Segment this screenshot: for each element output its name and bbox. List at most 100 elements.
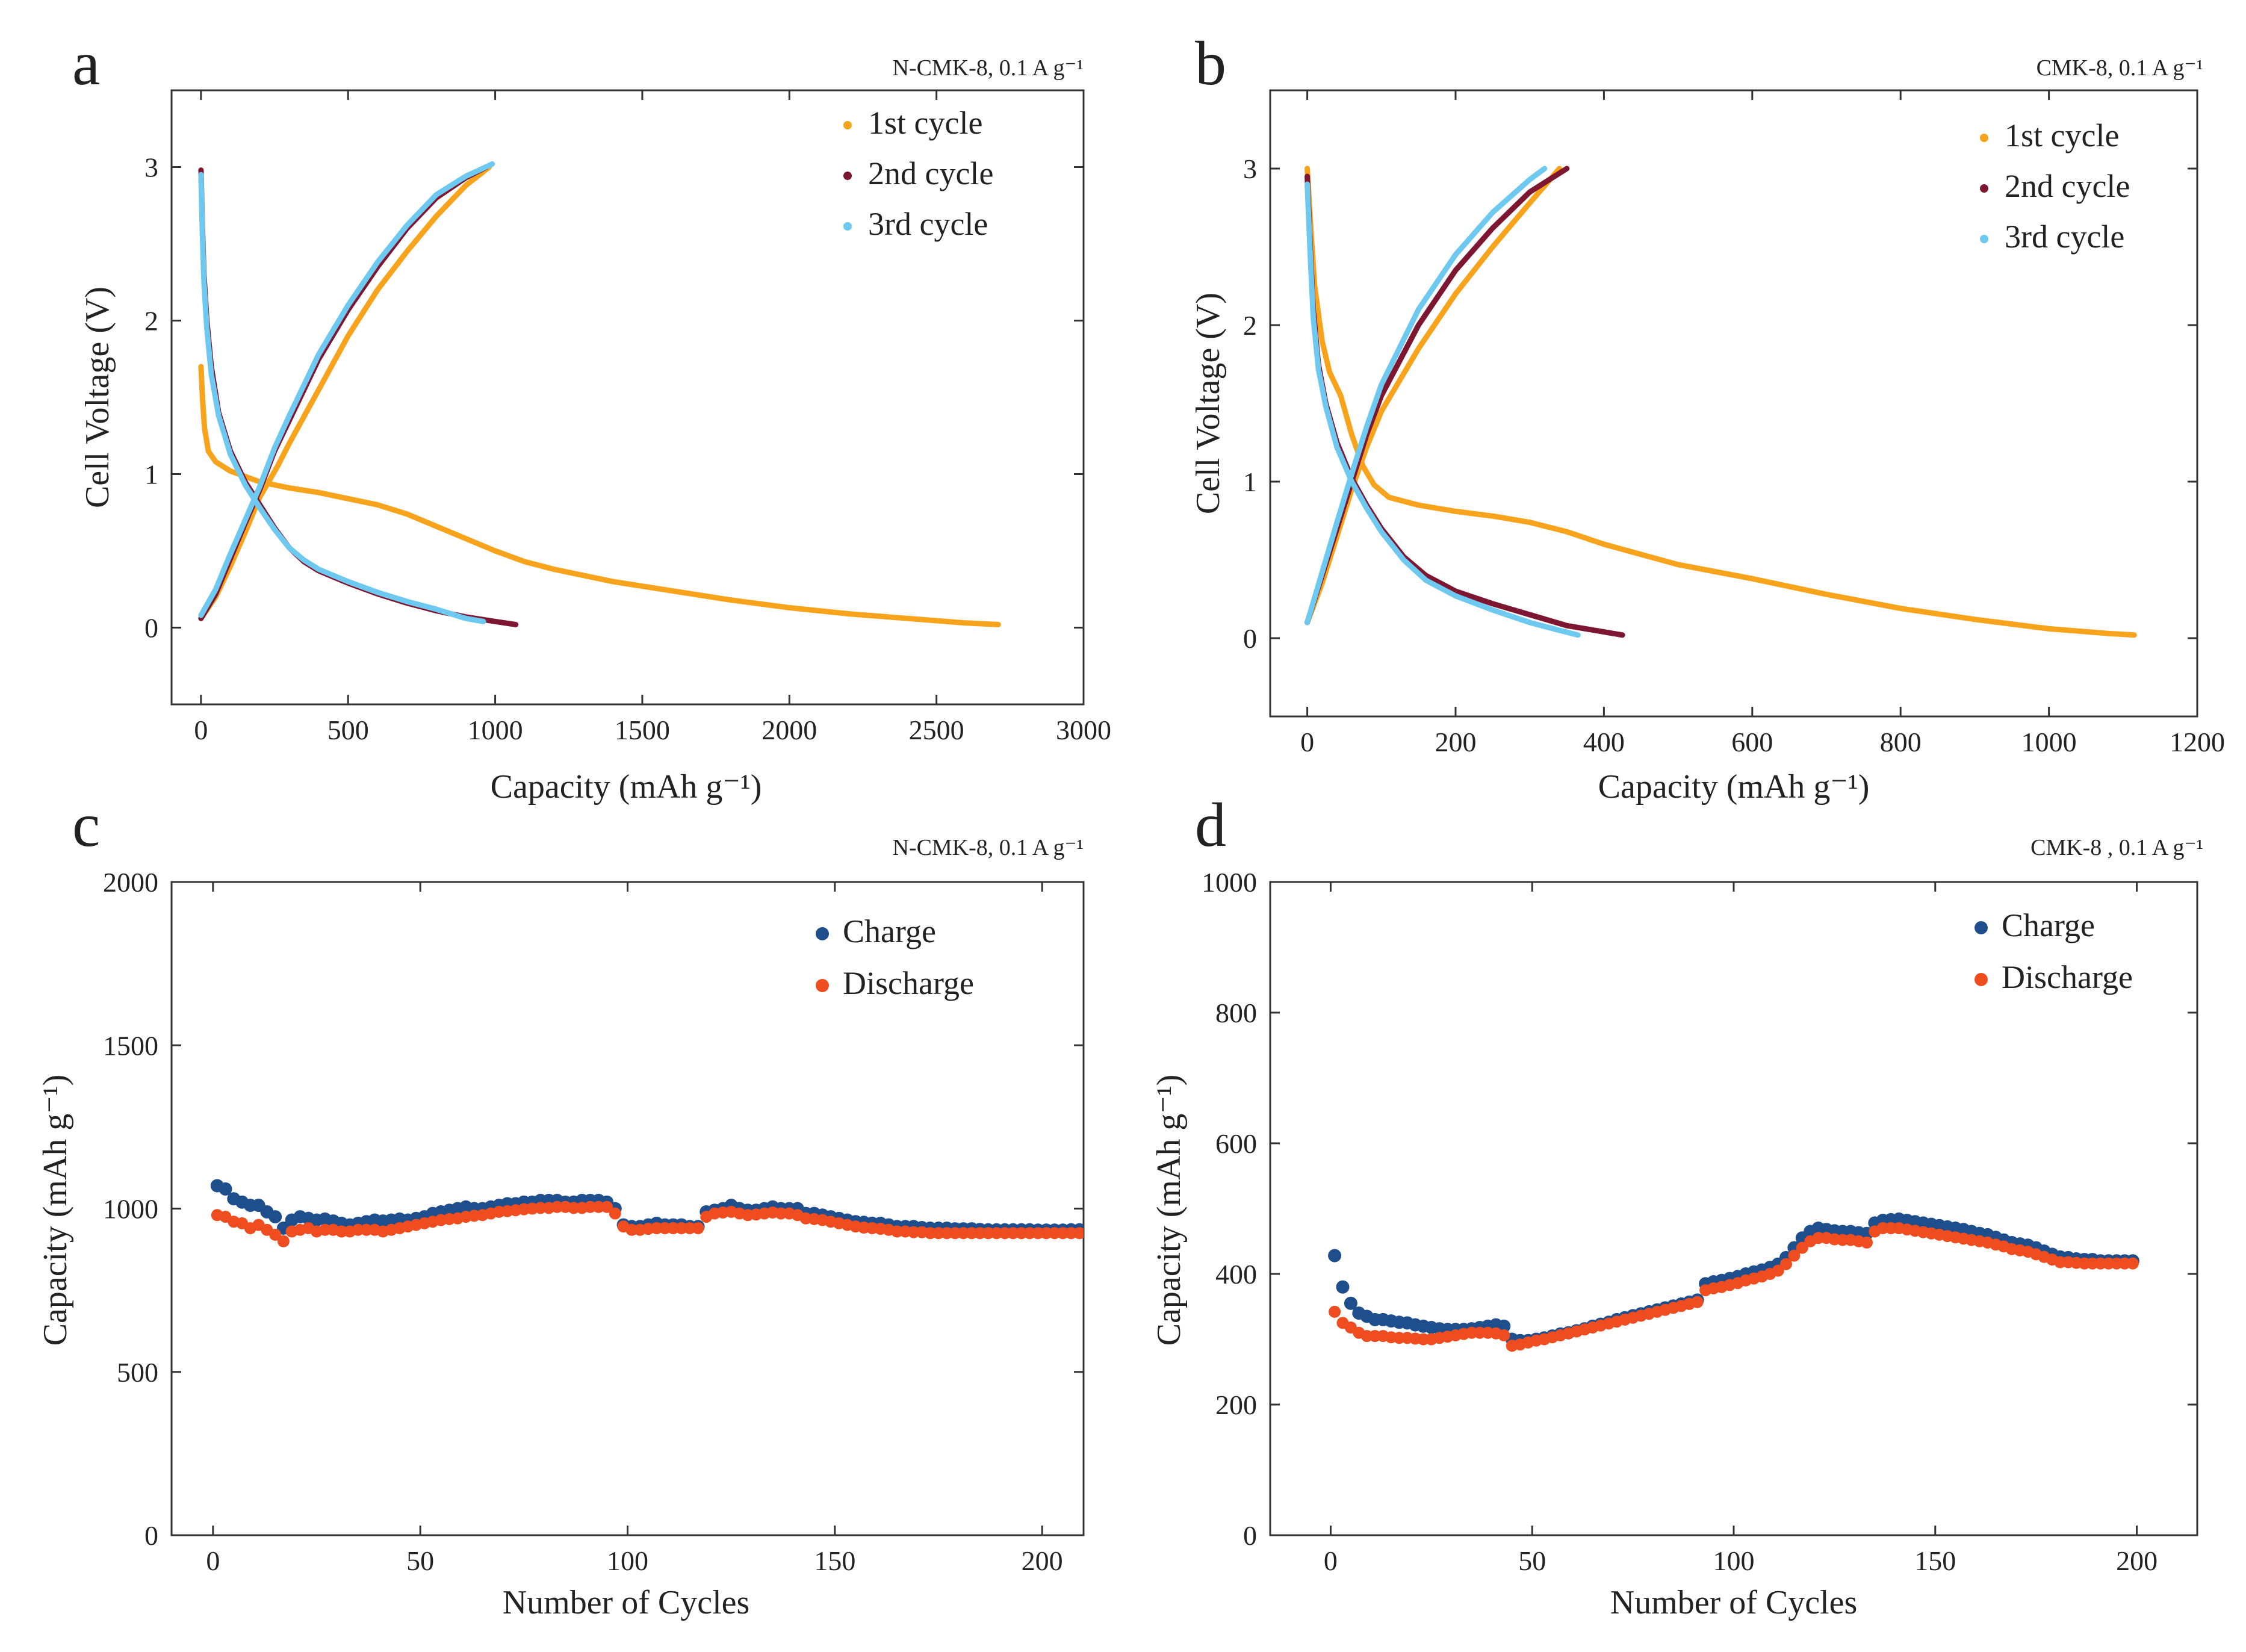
x-axis-label: Number of Cycles bbox=[503, 1584, 750, 1621]
y-tick-label: 500 bbox=[117, 1357, 158, 1388]
data-point-charge bbox=[1336, 1280, 1350, 1294]
data-point-discharge bbox=[891, 1225, 904, 1238]
data-point-discharge bbox=[775, 1207, 787, 1220]
data-point-discharge bbox=[1056, 1227, 1069, 1240]
plot-frame bbox=[1269, 89, 2198, 718]
data-point-discharge bbox=[360, 1223, 373, 1236]
data-point-discharge bbox=[1073, 1227, 1084, 1240]
x-tick-label: 0 bbox=[194, 715, 208, 745]
x-tick-label: 50 bbox=[1518, 1545, 1546, 1576]
panel-note: N-CMK-8, 0.1 A g⁻¹ bbox=[892, 835, 1084, 860]
data-point-discharge bbox=[1032, 1227, 1044, 1240]
panel-a: a N-CMK-8, 0.1 A g⁻¹ 0 500 1000 1500 2000 2500 3… bbox=[72, 29, 1111, 806]
legend-marker bbox=[1975, 973, 1988, 986]
x-tick-label: 3000 bbox=[1056, 715, 1111, 745]
data-point-discharge bbox=[534, 1202, 547, 1214]
series-line-cycle1 bbox=[198, 364, 1001, 627]
x-tick-label: 0 bbox=[206, 1545, 220, 1576]
data-point-discharge bbox=[609, 1207, 621, 1220]
x-tick-label: 2000 bbox=[762, 715, 817, 745]
data-point-discharge bbox=[1780, 1258, 1792, 1270]
legend-label: 3rd cycle bbox=[2005, 219, 2124, 255]
legend-label: Charge bbox=[2002, 907, 2095, 943]
data-point-discharge bbox=[650, 1222, 663, 1234]
panel-c: c N-CMK-8, 0.1 A g⁻¹0 50 100 150 200050010001… bbox=[37, 790, 1085, 1621]
data-layer bbox=[1304, 166, 2137, 638]
legend-label: 1st cycle bbox=[2005, 117, 2119, 154]
x-tick-label: 100 bbox=[607, 1545, 648, 1576]
legend-marker bbox=[843, 172, 852, 180]
panel-b: b CMK-8, 0.1 A g⁻¹ 0 200 400 600 800 1000 1200 0 1… bbox=[1190, 29, 2225, 806]
data-point-discharge bbox=[335, 1225, 348, 1238]
y-tick-label: 800 bbox=[1215, 998, 1257, 1028]
data-point-discharge bbox=[2126, 1257, 2139, 1270]
y-tick-label: 1000 bbox=[1202, 867, 1257, 898]
legend-label: 3rd cycle bbox=[868, 206, 988, 242]
series-line-cycle3 bbox=[1304, 181, 1581, 638]
x-tick-label: 400 bbox=[1583, 727, 1625, 757]
y-tick-label: 1000 bbox=[103, 1194, 158, 1225]
data-point-charge bbox=[1328, 1249, 1342, 1262]
data-point-discharge bbox=[601, 1200, 613, 1213]
y-tick-label: 400 bbox=[1215, 1259, 1257, 1290]
data-layer bbox=[210, 1179, 1084, 1247]
legend-label: 1st cycle bbox=[868, 105, 982, 141]
y-axis-label: Capacity (mAh g⁻¹) bbox=[37, 1075, 74, 1346]
data-point-discharge bbox=[973, 1227, 986, 1240]
panel-d: d CMK-8 , 0.1 A g⁻¹ 0 50 100 150 200 0 200 400 600… bbox=[1150, 790, 2203, 1621]
panels-group: a N-CMK-8, 0.1 A g⁻¹0 500 1000 1500 2000 2500 3… bbox=[37, 29, 2225, 1621]
data-point-discharge bbox=[1498, 1329, 1510, 1341]
y-axis-label: Cell Voltage (V) bbox=[1190, 293, 1227, 514]
series-line-cycle1 bbox=[1304, 166, 2137, 638]
x-tick-label: 1500 bbox=[615, 715, 670, 745]
data-point-discharge bbox=[683, 1222, 696, 1234]
y-tick-label: 1 bbox=[144, 459, 158, 490]
x-tick-label: 800 bbox=[1880, 727, 1922, 757]
y-tick-label: 0 bbox=[1243, 1520, 1257, 1551]
data-point-discharge bbox=[940, 1227, 953, 1240]
x-tick-label: 150 bbox=[814, 1545, 855, 1576]
x-tick-label: 50 bbox=[406, 1545, 434, 1576]
plot-frame bbox=[170, 89, 1085, 706]
data-point-charge bbox=[219, 1182, 232, 1196]
x-tick-label: 1000 bbox=[468, 715, 523, 745]
x-tick-label: 100 bbox=[1713, 1545, 1755, 1576]
y-tick-label: 2 bbox=[144, 306, 158, 337]
data-point-discharge bbox=[1040, 1227, 1052, 1240]
data-point-discharge bbox=[1861, 1236, 1873, 1249]
x-tick-label: 2500 bbox=[909, 715, 964, 745]
data-point-discharge bbox=[924, 1227, 937, 1240]
x-tick-label: 150 bbox=[1914, 1545, 1956, 1576]
series-line-cycle1 bbox=[198, 164, 492, 621]
data-point-discharge bbox=[1772, 1264, 1784, 1277]
data-point-charge bbox=[268, 1210, 282, 1224]
y-tick-label: 0 bbox=[144, 1520, 158, 1551]
series-line-cycle3 bbox=[198, 161, 495, 618]
y-tick-label: 1 bbox=[1243, 467, 1257, 497]
data-point-discharge bbox=[659, 1222, 671, 1234]
data-point-discharge bbox=[675, 1222, 687, 1234]
data-point-discharge bbox=[957, 1227, 970, 1240]
panel-letter: b bbox=[1195, 29, 1226, 98]
data-point-discharge bbox=[592, 1200, 605, 1213]
legend-marker bbox=[1975, 921, 1988, 934]
x-tick-label: 500 bbox=[327, 715, 369, 745]
x-tick-label: 0 bbox=[1300, 727, 1314, 757]
data-point-discharge bbox=[551, 1200, 563, 1213]
y-tick-label: 2 bbox=[1243, 310, 1257, 341]
y-tick-label: 1500 bbox=[103, 1030, 158, 1061]
data-point-charge bbox=[1497, 1319, 1511, 1333]
panel-letter: d bbox=[1195, 790, 1226, 860]
data-point-discharge bbox=[692, 1222, 704, 1234]
data-point-discharge bbox=[932, 1227, 945, 1240]
data-point-discharge bbox=[1081, 1228, 1084, 1238]
y-tick-label: 0 bbox=[144, 613, 158, 644]
legend-marker bbox=[1980, 134, 1988, 142]
panel-note: CMK-8 , 0.1 A g⁻¹ bbox=[2030, 835, 2203, 860]
data-point-discharge bbox=[949, 1227, 961, 1240]
legend-label: Discharge bbox=[843, 965, 974, 1001]
x-axis-label: Number of Cycles bbox=[1610, 1584, 1858, 1621]
y-tick-label: 200 bbox=[1215, 1390, 1257, 1420]
panel-letter: c bbox=[72, 790, 100, 860]
